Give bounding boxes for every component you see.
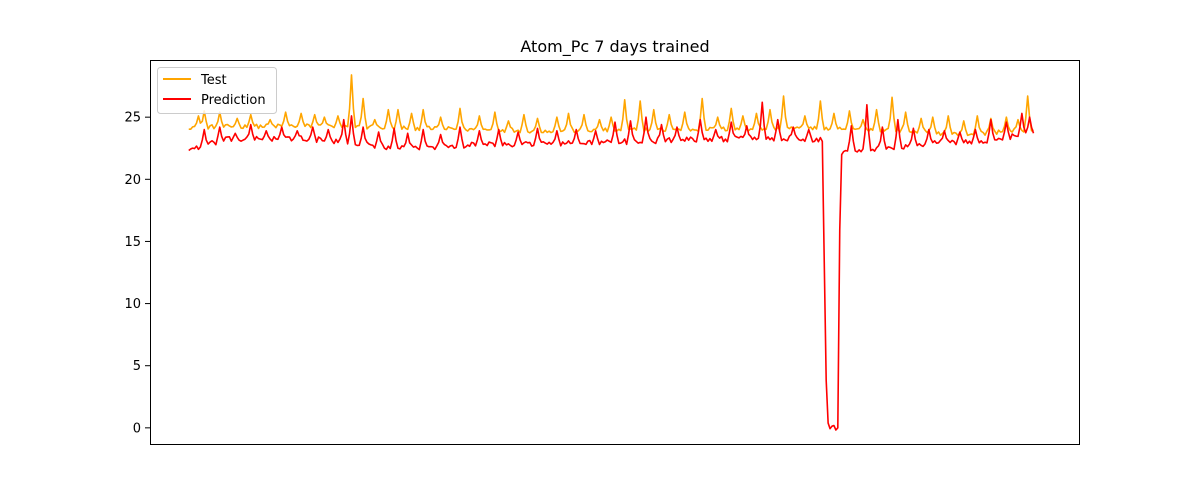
y-tick-label: 0 bbox=[133, 421, 141, 436]
y-axis: 0 5 10 15 20 25 bbox=[124, 111, 150, 436]
y-tick-label: 25 bbox=[124, 111, 141, 126]
plot-frame bbox=[150, 60, 1080, 445]
series-line-prediction bbox=[188, 101, 1035, 431]
legend-label-prediction: Prediction bbox=[201, 93, 266, 108]
y-tick-label: 15 bbox=[124, 235, 141, 250]
chart-title: Atom_Pc 7 days trained bbox=[520, 37, 709, 57]
series-line-test bbox=[188, 74, 1034, 137]
legend: Test Prediction bbox=[157, 67, 277, 114]
series-layer bbox=[188, 74, 1035, 431]
y-tick-label: 10 bbox=[124, 297, 141, 312]
legend-label-test: Test bbox=[200, 73, 227, 88]
y-tick-label: 5 bbox=[133, 359, 141, 374]
y-tick-label: 20 bbox=[124, 173, 141, 188]
